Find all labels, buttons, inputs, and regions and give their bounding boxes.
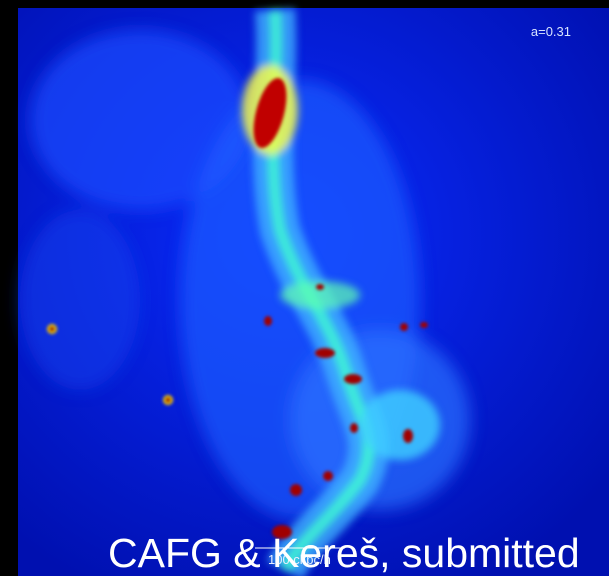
halos (47, 78, 428, 539)
credit-text: CAFG & Kereš, submitted (108, 530, 580, 576)
scale-bar-label: 100 ckpc/h (268, 552, 331, 567)
scale-factor-label: a=0.31 (530, 24, 571, 39)
